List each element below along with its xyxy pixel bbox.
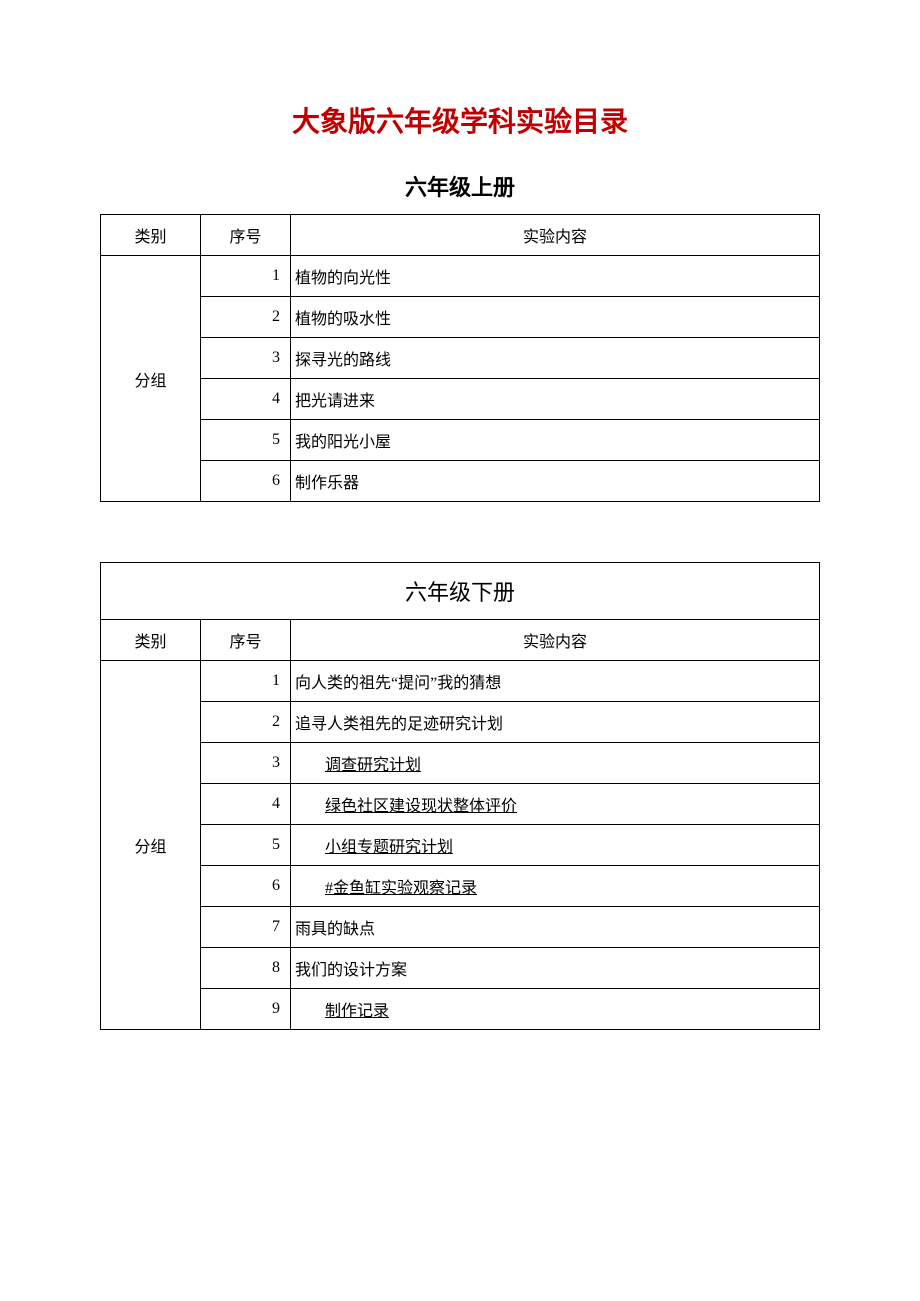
- table2-seq-9: 9: [201, 989, 291, 1030]
- table1-content-1: 植物的向光性: [291, 256, 820, 297]
- table2-link-3[interactable]: 调查研究计划: [295, 751, 421, 775]
- table2-header-category: 类别: [101, 620, 201, 661]
- table-row: 2 追寻人类祖先的足迹研究计划: [101, 702, 820, 743]
- table2-seq-1: 1: [201, 661, 291, 702]
- table2-link-6[interactable]: #金鱼缸实验观察记录: [295, 874, 477, 898]
- table-row: 8 我们的设计方案: [101, 948, 820, 989]
- table-row: 5 小组专题研究计划: [101, 825, 820, 866]
- table2-content-8: 我们的设计方案: [291, 948, 820, 989]
- table1-category: 分组: [101, 256, 201, 502]
- table-row: 6 制作乐器: [101, 461, 820, 502]
- table-row: 7 雨具的缺点: [101, 907, 820, 948]
- table-row: 4 绿色社区建设现状整体评价: [101, 784, 820, 825]
- table2-seq-5: 5: [201, 825, 291, 866]
- page-title: 大象版六年级学科实验目录: [100, 100, 820, 140]
- table2-link-5[interactable]: 小组专题研究计划: [295, 833, 453, 857]
- table2-seq-8: 8: [201, 948, 291, 989]
- table-row: 9 制作记录: [101, 989, 820, 1030]
- table1-content-4: 把光请进来: [291, 379, 820, 420]
- table1-seq-6: 6: [201, 461, 291, 502]
- table2-seq-7: 7: [201, 907, 291, 948]
- table1-seq-2: 2: [201, 297, 291, 338]
- table2-seq-6: 6: [201, 866, 291, 907]
- table-row: 4 把光请进来: [101, 379, 820, 420]
- table2-header-row: 类别 序号 实验内容: [101, 620, 820, 661]
- table1-content-6: 制作乐器: [291, 461, 820, 502]
- table-row: 3 探寻光的路线: [101, 338, 820, 379]
- table1-seq-5: 5: [201, 420, 291, 461]
- table2-seq-4: 4: [201, 784, 291, 825]
- table2-seq-2: 2: [201, 702, 291, 743]
- table2-link-9[interactable]: 制作记录: [295, 997, 389, 1021]
- table-row: 2 植物的吸水性: [101, 297, 820, 338]
- table-row: 6 #金鱼缸实验观察记录: [101, 866, 820, 907]
- table-row: 3 调查研究计划: [101, 743, 820, 784]
- table2-content-5[interactable]: 小组专题研究计划: [291, 825, 820, 866]
- table2-link-4[interactable]: 绿色社区建设现状整体评价: [295, 792, 517, 816]
- table2-content-6[interactable]: #金鱼缸实验观察记录: [291, 866, 820, 907]
- table2-header-seq: 序号: [201, 620, 291, 661]
- table2: 六年级下册 类别 序号 实验内容 分组 1 向人类的祖先“提问”我的猜想 2 追…: [100, 562, 820, 1030]
- table2-seq-3: 3: [201, 743, 291, 784]
- table2-content-3[interactable]: 调查研究计划: [291, 743, 820, 784]
- table2-content-9[interactable]: 制作记录: [291, 989, 820, 1030]
- table2-category: 分组: [101, 661, 201, 1030]
- table-row: 5 我的阳光小屋: [101, 420, 820, 461]
- table1-subtitle: 六年级上册: [100, 170, 820, 202]
- table2-content-7: 雨具的缺点: [291, 907, 820, 948]
- table2-content-2: 追寻人类祖先的足迹研究计划: [291, 702, 820, 743]
- table2-subtitle: 六年级下册: [101, 563, 820, 620]
- table1-seq-4: 4: [201, 379, 291, 420]
- table1-header-seq: 序号: [201, 215, 291, 256]
- table2-title-row: 六年级下册: [101, 563, 820, 620]
- table-row: 分组 1 植物的向光性: [101, 256, 820, 297]
- table1: 类别 序号 实验内容 分组 1 植物的向光性 2 植物的吸水性 3 探寻光的路线…: [100, 214, 820, 502]
- table1-seq-3: 3: [201, 338, 291, 379]
- table1-header-content: 实验内容: [291, 215, 820, 256]
- table2-header-content: 实验内容: [291, 620, 820, 661]
- table1-seq-1: 1: [201, 256, 291, 297]
- table-row: 分组 1 向人类的祖先“提问”我的猜想: [101, 661, 820, 702]
- table1-header-row: 类别 序号 实验内容: [101, 215, 820, 256]
- table2-content-1: 向人类的祖先“提问”我的猜想: [291, 661, 820, 702]
- table1-content-3: 探寻光的路线: [291, 338, 820, 379]
- table2-content-4[interactable]: 绿色社区建设现状整体评价: [291, 784, 820, 825]
- table1-content-2: 植物的吸水性: [291, 297, 820, 338]
- table1-content-5: 我的阳光小屋: [291, 420, 820, 461]
- table1-header-category: 类别: [101, 215, 201, 256]
